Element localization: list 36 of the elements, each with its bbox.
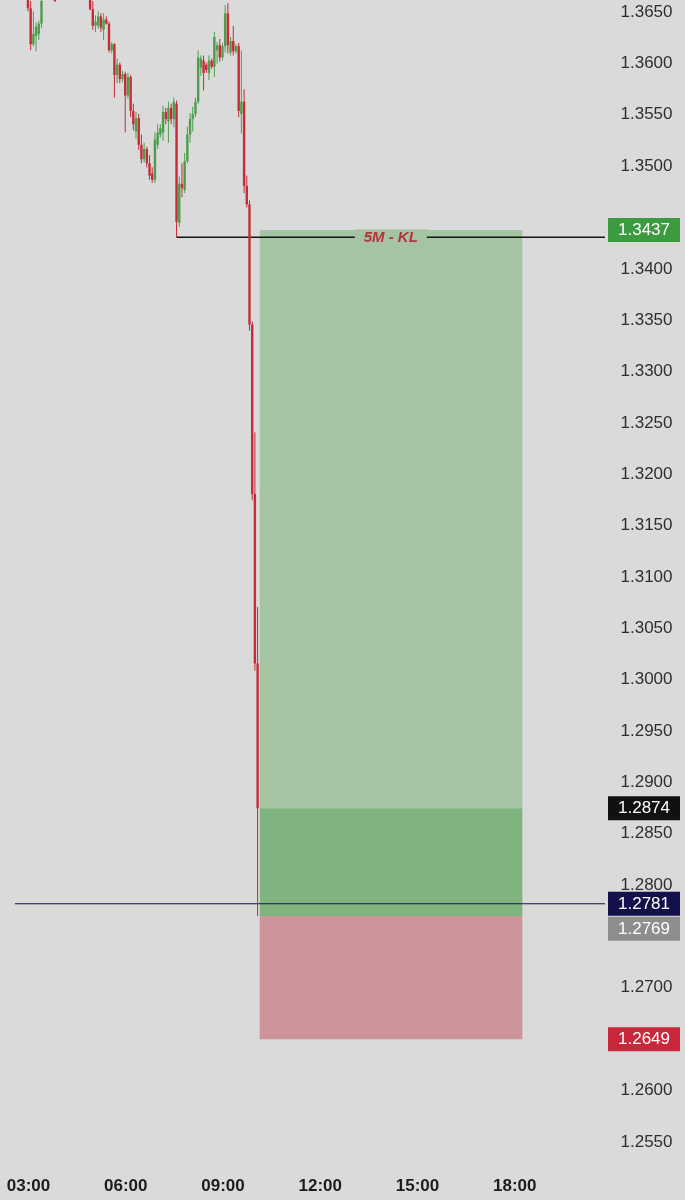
text: 1.2874 xyxy=(618,798,670,818)
x-tick-label: 15:00 xyxy=(395,1175,440,1195)
y-tick-label: 1.3650 xyxy=(620,1,673,21)
y-tick-label: 1.3250 xyxy=(620,412,673,432)
x-tick-label: 09:00 xyxy=(201,1175,245,1195)
y-tick-label: 1.2600 xyxy=(620,1080,673,1100)
text: 1.3437 xyxy=(618,220,670,240)
x-tick-label: 12:00 xyxy=(298,1175,342,1195)
y-tick-label: 1.3550 xyxy=(620,104,673,124)
text: 1.2769 xyxy=(618,918,670,938)
y-tick-label: 1.2550 xyxy=(620,1131,673,1151)
x-tick-label: 03:00 xyxy=(6,1175,51,1195)
candlestick xyxy=(240,49,243,135)
y-tick-label: 1.3050 xyxy=(620,618,673,637)
y-tick-label: 1.3400 xyxy=(620,258,673,278)
y-tick-label: 1.3300 xyxy=(620,361,673,381)
text: 1.2649 xyxy=(618,1029,670,1049)
y-tick-label: 1.3100 xyxy=(620,566,673,586)
y-tick-label: 1.3350 xyxy=(620,309,673,329)
y-tick-label: 1.3600 xyxy=(620,53,673,73)
candlestick xyxy=(32,10,35,47)
y-tick-label: 1.3500 xyxy=(620,155,673,175)
y-tick-label: 1.2850 xyxy=(620,823,673,843)
y-tick-label: 1.3000 xyxy=(620,669,673,689)
candlestick xyxy=(53,0,57,3)
x-tick-label: 06:00 xyxy=(103,1175,148,1195)
ref-line-label: 1.2781 xyxy=(618,893,670,913)
y-tick-label: 1.2900 xyxy=(620,772,673,792)
y-tick-label: 1.2800 xyxy=(620,874,673,894)
y-tick-label: 1.2950 xyxy=(620,720,673,740)
series-label: 5M - KL xyxy=(363,228,418,246)
y-tick-label: 1.2700 xyxy=(620,977,673,997)
y-tick-label: 1.3150 xyxy=(620,515,673,535)
y-tick-label: 1.3200 xyxy=(620,463,673,483)
x-tick-label: 18:00 xyxy=(492,1175,537,1195)
candlestick xyxy=(229,36,232,56)
